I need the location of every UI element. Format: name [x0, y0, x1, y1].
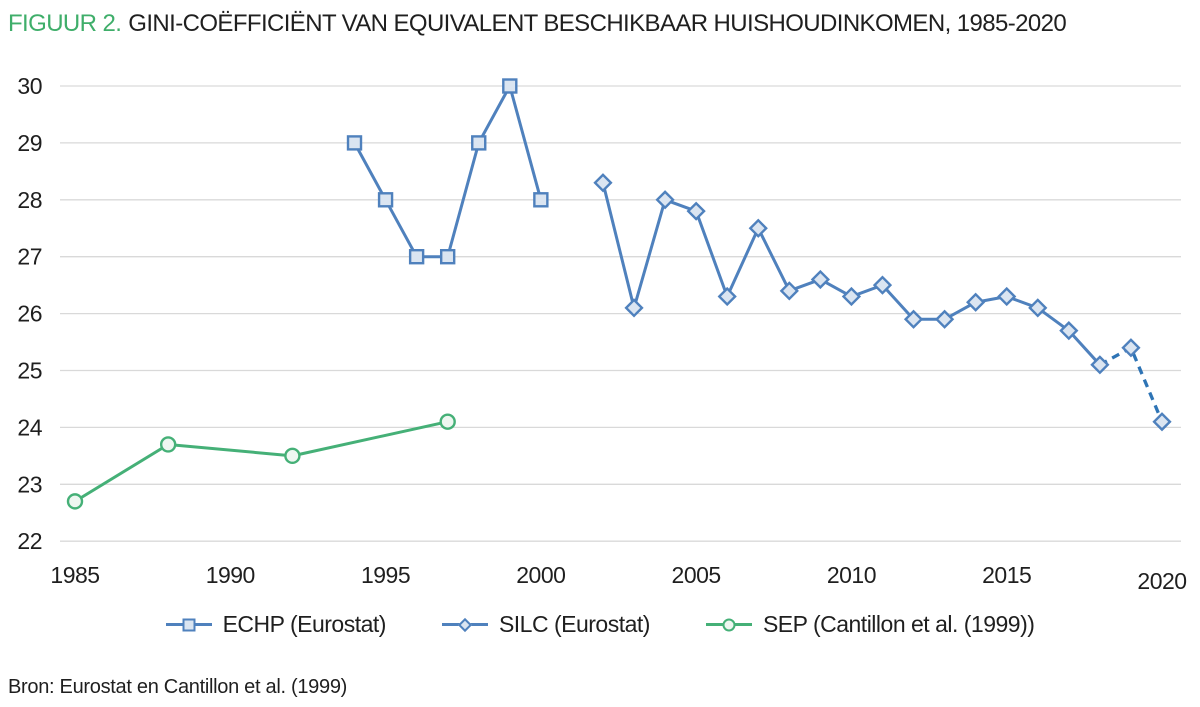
xtick-label-2010: 2010 [827, 562, 876, 588]
diamond-data-marker [997, 286, 1017, 307]
circle-data-marker [284, 447, 301, 465]
ytick-label-24: 24 [17, 414, 42, 440]
circle-data-marker [159, 436, 177, 453]
diamond-data-marker [717, 286, 737, 307]
xtick-label-2005: 2005 [672, 562, 721, 588]
echp-legend-sample [165, 617, 212, 633]
diamond-data-marker [810, 269, 830, 290]
diamond-data-marker [903, 309, 924, 329]
legend-label-echp: ECHP (Eurostat) [222, 611, 387, 637]
ytick-label-23: 23 [17, 471, 42, 497]
xtick-label-2000: 2000 [516, 562, 565, 588]
silc-legend-sample [441, 617, 488, 633]
series-line-solid [73, 420, 450, 503]
series-line-solid [601, 181, 1102, 367]
series-line-solid [353, 84, 543, 259]
diamond-data-marker [1028, 298, 1048, 318]
legend-item-silc: SILC (Eurostat) [441, 611, 651, 638]
square-data-marker [346, 135, 363, 151]
series-line-dashed [1099, 345, 1164, 423]
diamond-data-marker [934, 309, 955, 329]
figure-number-label: FIGUUR 2. [8, 10, 122, 37]
diamond-data-marker [624, 298, 644, 318]
square-data-marker [377, 192, 394, 208]
legend-label-silc: SILC (Eurostat) [498, 611, 651, 637]
square-data-marker [502, 78, 518, 94]
chart-title-text: GINI-COËFFICIËNT VAN EQUIVALENT BESCHIKB… [128, 10, 1067, 37]
diamond-data-marker [1121, 338, 1141, 358]
series-0 [346, 78, 549, 265]
ytick-label-30: 30 [17, 73, 42, 99]
source-note: Bron: Eurostat en Cantillon et al. (1999… [8, 676, 348, 698]
legend-label-sep: SEP (Cantillon et al. (1999)) [762, 611, 1035, 637]
square-data-marker [439, 248, 456, 265]
series-1 [593, 173, 1172, 432]
square-data-marker [408, 248, 425, 265]
diamond-data-marker [1090, 355, 1110, 375]
square-data-marker [471, 135, 487, 151]
diamond-data-marker [686, 201, 706, 221]
diamond-data-marker [841, 286, 862, 307]
xtick-label-2020: 2020 [1137, 568, 1186, 594]
xtick-label-1985: 1985 [50, 562, 99, 588]
gini-line-chart: 30 29 28 27 26 25 24 23 22 1985 1990 1995 2000 2005 20… [17, 73, 1187, 594]
diamond-data-marker [779, 281, 799, 301]
ytick-label-22: 22 [17, 528, 42, 554]
xtick-label-1990: 1990 [206, 562, 255, 588]
series-2 [66, 413, 456, 510]
ytick-label-26: 26 [17, 301, 42, 327]
diamond-marker-icon [457, 617, 473, 632]
diamond-data-marker [748, 218, 768, 238]
circle-data-marker [66, 493, 84, 510]
square-marker-icon [182, 618, 196, 631]
ytick-label-29: 29 [17, 130, 42, 156]
xtick-label-2015: 2015 [982, 562, 1031, 588]
legend-item-sep: SEP (Cantillon et al. (1999)) [705, 611, 1035, 638]
diamond-data-marker [872, 275, 893, 295]
ytick-label-27: 27 [17, 244, 42, 270]
circle-marker-icon [722, 618, 736, 631]
sep-legend-sample [705, 617, 752, 633]
diamond-data-marker [593, 173, 613, 193]
legend-item-echp: ECHP (Eurostat) [165, 611, 387, 638]
circle-data-marker [439, 413, 456, 430]
chart-title: FIGUUR 2. GINI-COËFFICIËNT VAN EQUIVALENT… [8, 10, 1067, 38]
diamond-data-marker [655, 190, 675, 210]
diamond-data-marker [1152, 412, 1172, 432]
square-data-marker [533, 192, 549, 208]
xtick-label-1995: 1995 [361, 562, 410, 588]
ytick-label-28: 28 [17, 187, 42, 213]
chart-legend: ECHP (Eurostat) SILC (Eurostat) SEP (Can… [0, 611, 1200, 638]
diamond-data-marker [1059, 321, 1079, 341]
ytick-label-25: 25 [17, 358, 42, 384]
diamond-data-marker [966, 292, 986, 312]
